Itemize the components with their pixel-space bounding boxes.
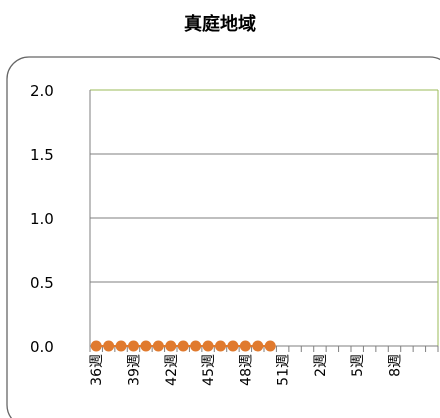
data-point (90, 340, 102, 352)
data-point (140, 340, 152, 352)
data-point (115, 340, 127, 352)
chart-title: 真庭地域 (184, 14, 256, 35)
x-tick-label: 51週 (276, 354, 292, 386)
data-point (202, 340, 214, 352)
x-tick-label: 2週 (313, 354, 329, 377)
x-tick-label: 39週 (127, 354, 143, 386)
data-point (103, 340, 115, 352)
data-point (128, 340, 139, 352)
x-tick-label: 42週 (164, 354, 180, 386)
x-tick-label: 5週 (350, 354, 366, 377)
y-tick-label: 0.5 (30, 274, 54, 292)
chart-frame (6, 56, 440, 418)
x-tick-label: 48週 (238, 354, 254, 386)
y-tick-label: 2.0 (30, 82, 54, 100)
data-point (239, 340, 251, 352)
y-tick-label: 0.0 (30, 338, 54, 356)
data-point (165, 340, 177, 352)
data-point (177, 340, 189, 352)
data-point (190, 340, 202, 352)
data-point (152, 340, 164, 352)
data-point (252, 340, 264, 352)
data-point (215, 340, 226, 352)
data-point (264, 340, 276, 352)
x-tick-label: 36週 (89, 354, 105, 386)
x-tick-label: 8週 (388, 354, 404, 377)
y-tick-label: 1.5 (30, 146, 54, 164)
data-point (227, 340, 239, 352)
x-tick-label: 45週 (201, 354, 217, 386)
y-tick-label: 1.0 (30, 210, 54, 228)
